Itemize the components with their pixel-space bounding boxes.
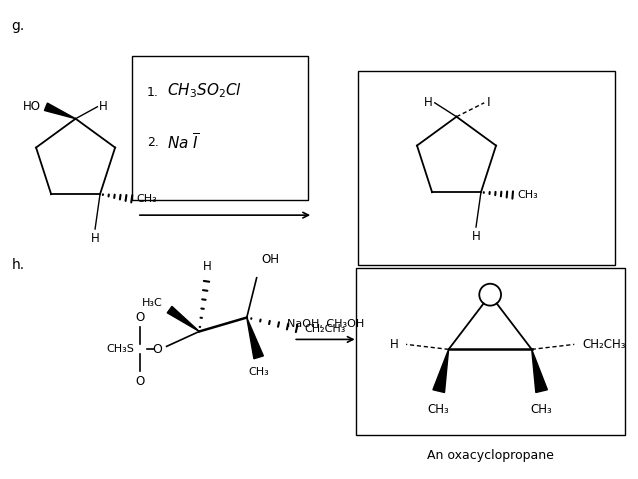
Polygon shape (167, 307, 199, 331)
Polygon shape (45, 103, 75, 119)
Text: g.: g. (11, 19, 24, 33)
Bar (357, 71, 615, 265)
Text: H₃C: H₃C (142, 297, 163, 308)
Polygon shape (531, 349, 547, 392)
Text: H: H (203, 260, 212, 273)
Text: H: H (424, 96, 433, 109)
Polygon shape (433, 349, 449, 392)
Text: CH₃: CH₃ (137, 194, 158, 204)
Text: 1.: 1. (147, 86, 159, 99)
Text: I: I (487, 96, 491, 109)
Text: h.: h. (11, 258, 24, 272)
Bar (132, 56, 308, 200)
Text: NaOH, CH₃OH: NaOH, CH₃OH (287, 319, 364, 330)
Text: H: H (91, 232, 100, 245)
Text: CH₃: CH₃ (517, 190, 538, 200)
Text: $\mathit{Na\ \overline{I}}$: $\mathit{Na\ \overline{I}}$ (167, 133, 199, 153)
Text: H: H (471, 230, 480, 243)
Text: CH₃: CH₃ (248, 367, 269, 377)
Text: O: O (135, 310, 145, 323)
Text: OH: OH (262, 253, 279, 266)
Text: H: H (389, 338, 398, 351)
Text: CH₂CH₃: CH₂CH₃ (304, 324, 346, 334)
Text: 2.: 2. (147, 136, 159, 148)
Text: An oxacyclopropane: An oxacyclopropane (427, 449, 554, 462)
Text: CH₂CH₃: CH₂CH₃ (582, 338, 626, 351)
Text: CH₃S: CH₃S (106, 344, 134, 354)
Text: H: H (100, 100, 108, 113)
Text: $\mathit{CH_3SO_2Cl}$: $\mathit{CH_3SO_2Cl}$ (167, 81, 242, 100)
Text: O: O (135, 375, 145, 388)
Text: HO: HO (23, 100, 41, 113)
Text: O: O (152, 343, 161, 356)
Text: CH₃: CH₃ (531, 403, 553, 416)
Text: CH₃: CH₃ (428, 403, 450, 416)
Polygon shape (247, 318, 263, 359)
Bar (355, 268, 625, 435)
